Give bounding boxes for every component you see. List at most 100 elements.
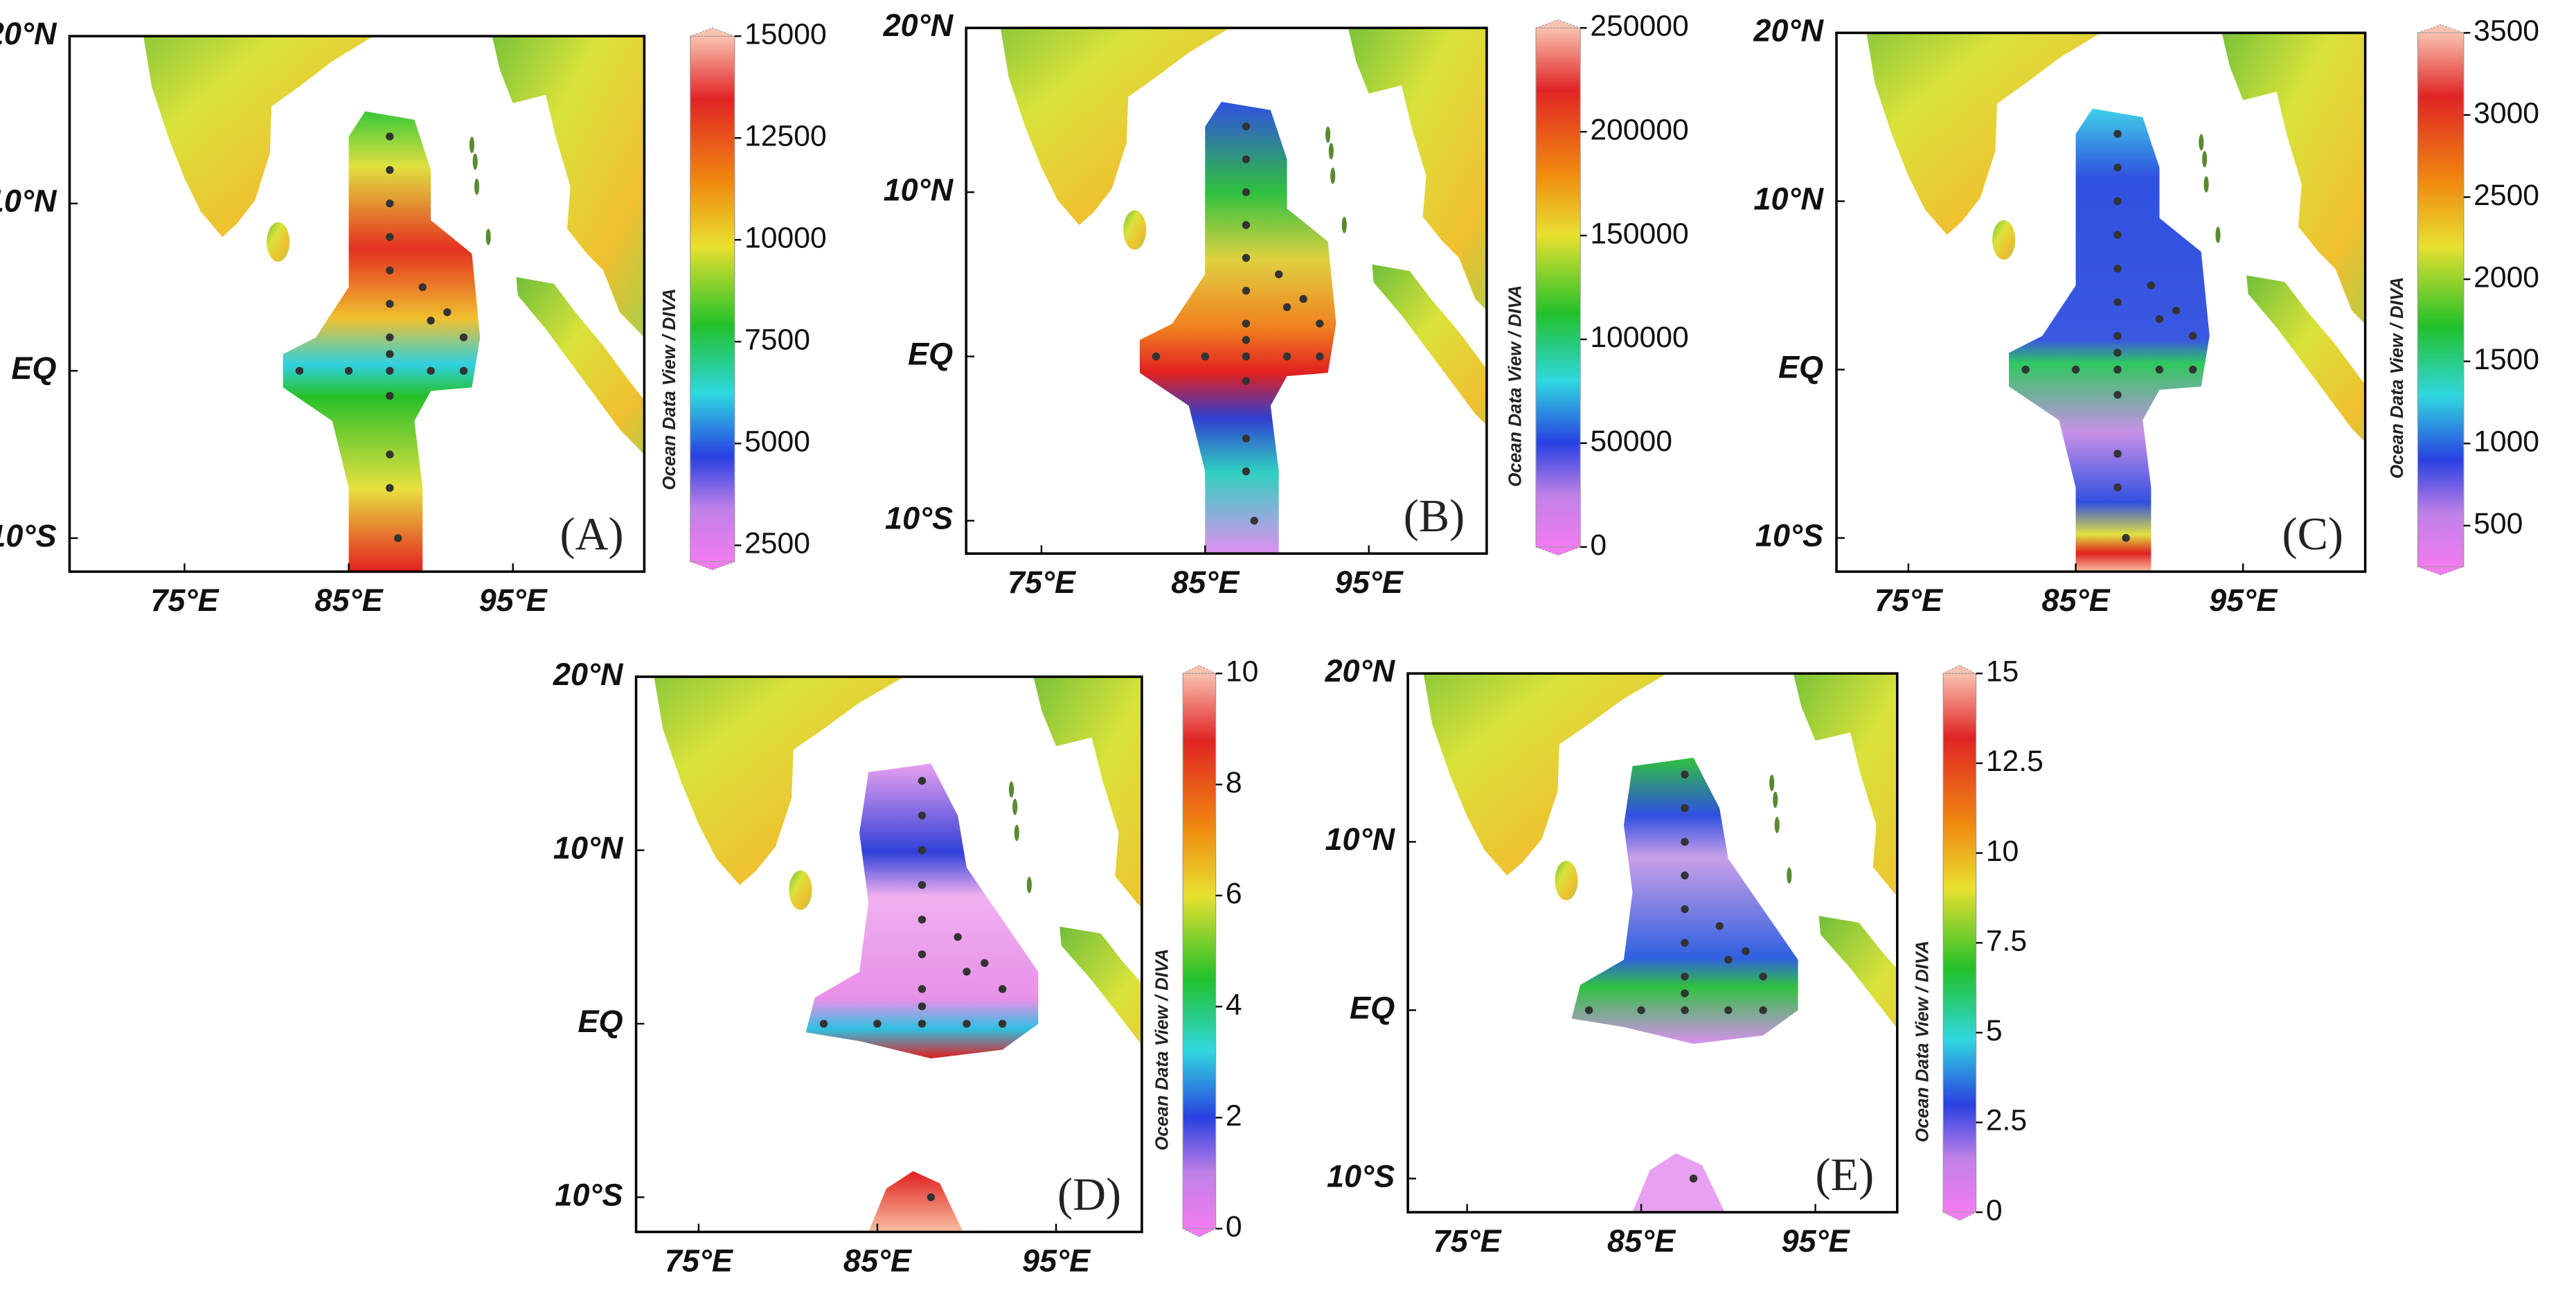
map-area	[1866, 33, 2365, 572]
colorbar-cap	[1182, 664, 1216, 674]
colorbar-label: 3000	[2474, 96, 2539, 130]
station	[459, 333, 468, 341]
colorbar-label: 50000	[1590, 425, 1672, 458]
station	[1242, 188, 1251, 197]
watermark: Ocean Data View / DIVA	[2386, 277, 2407, 479]
station	[1637, 1006, 1645, 1015]
land-sumatra	[1818, 916, 1897, 1029]
station	[2113, 298, 2122, 307]
land-sumatra	[516, 277, 645, 455]
station	[2189, 332, 2197, 340]
land-sumatra	[1059, 926, 1142, 1045]
data-field	[805, 763, 1039, 1059]
lon-label: 95°E	[1022, 1243, 1091, 1278]
watermark: Ocean Data View / DIVA	[1152, 949, 1172, 1151]
colorbar-label: 2	[1226, 1099, 1242, 1133]
colorbar-label: 8	[1226, 766, 1242, 799]
station	[1242, 287, 1251, 295]
map-panel: 20°N 10°N EQ 10°S 75°E 85°E 95°E(C) 3500 3000 250…	[1753, 12, 2539, 618]
colorbar-label: 10	[1986, 835, 2019, 868]
colorbar-label: 1000	[2474, 425, 2539, 459]
land-myanmar	[1348, 28, 1487, 311]
land-island	[2202, 150, 2208, 168]
station	[1681, 989, 1689, 997]
station	[394, 534, 402, 542]
station	[1242, 221, 1251, 229]
station	[1299, 294, 1307, 303]
lat-label: EQ	[11, 350, 56, 386]
land-srilanka	[1123, 210, 1147, 250]
map-frame	[1406, 672, 1899, 1214]
station	[918, 985, 927, 993]
station	[386, 233, 394, 241]
colorbar-label: 5	[1986, 1014, 2003, 1047]
colorbar-label: 0	[1226, 1210, 1242, 1243]
station	[1242, 254, 1251, 262]
lat-label: 20°N	[553, 657, 624, 692]
station	[998, 1020, 1007, 1028]
map-frame	[68, 35, 646, 574]
station	[386, 199, 394, 208]
station	[2113, 332, 2122, 340]
land-myanmar	[492, 36, 645, 338]
watermark: Ocean Data View / DIVA	[1912, 941, 1933, 1142]
lat-label: 20°N	[1753, 12, 1824, 48]
station	[1242, 336, 1251, 344]
land-island	[472, 153, 478, 170]
colorbar-cap	[1942, 1211, 1976, 1221]
map-frame	[1835, 31, 2367, 574]
station	[1724, 1006, 1733, 1015]
station	[1242, 319, 1251, 328]
station	[918, 811, 927, 820]
map-area	[143, 36, 645, 572]
lat-label: 10°N	[884, 172, 954, 207]
station	[2113, 483, 2122, 492]
station	[1250, 517, 1258, 525]
land-island	[1008, 781, 1014, 798]
station	[1681, 973, 1689, 981]
station	[1242, 122, 1251, 131]
station	[1282, 303, 1291, 312]
land-myanmar	[1033, 676, 1142, 908]
station	[2147, 281, 2156, 290]
station	[1681, 1006, 1689, 1015]
lat-label: 10°S	[1755, 518, 1823, 553]
station	[1681, 871, 1689, 880]
station	[443, 308, 451, 317]
station	[963, 968, 971, 976]
lon-label: 85°E	[1607, 1223, 1676, 1259]
colorbar-label: 10	[1226, 655, 1258, 689]
colorbar-label: 4	[1226, 988, 1242, 1021]
land-island	[1026, 876, 1032, 894]
station	[1715, 922, 1724, 930]
lat-label: 20°N	[883, 8, 954, 43]
colorbar-label: 500	[2474, 507, 2523, 540]
station	[427, 317, 435, 325]
station	[1275, 270, 1283, 278]
panel-label: (C)	[2282, 509, 2343, 560]
station	[819, 1020, 828, 1028]
colorbar-label: 0	[1986, 1193, 2003, 1227]
colorbar-label: 100000	[1590, 321, 1688, 354]
land-island	[1774, 817, 1780, 833]
station	[418, 283, 427, 292]
lon-label: 75°E	[1875, 583, 1944, 618]
lon-label: 95°E	[1781, 1223, 1850, 1259]
watermark: Ocean Data View / DIVA	[1505, 285, 1526, 487]
station	[295, 366, 304, 375]
lon-label: 95°E	[479, 583, 548, 618]
panel-label: (B)	[1404, 491, 1465, 542]
colorbar-cap	[690, 561, 735, 571]
station	[1316, 352, 1324, 361]
lon-label: 75°E	[150, 583, 220, 618]
lat-label: EQ	[908, 336, 953, 371]
land-island	[1012, 798, 1018, 815]
station	[918, 1020, 927, 1028]
station	[1724, 955, 1733, 964]
station	[386, 450, 394, 459]
colorbar-label: 3500	[2474, 15, 2539, 48]
station	[1681, 939, 1689, 947]
colorbar-label: 150000	[1590, 217, 1688, 250]
land-india	[654, 676, 904, 885]
panel-label: (A)	[560, 509, 623, 560]
